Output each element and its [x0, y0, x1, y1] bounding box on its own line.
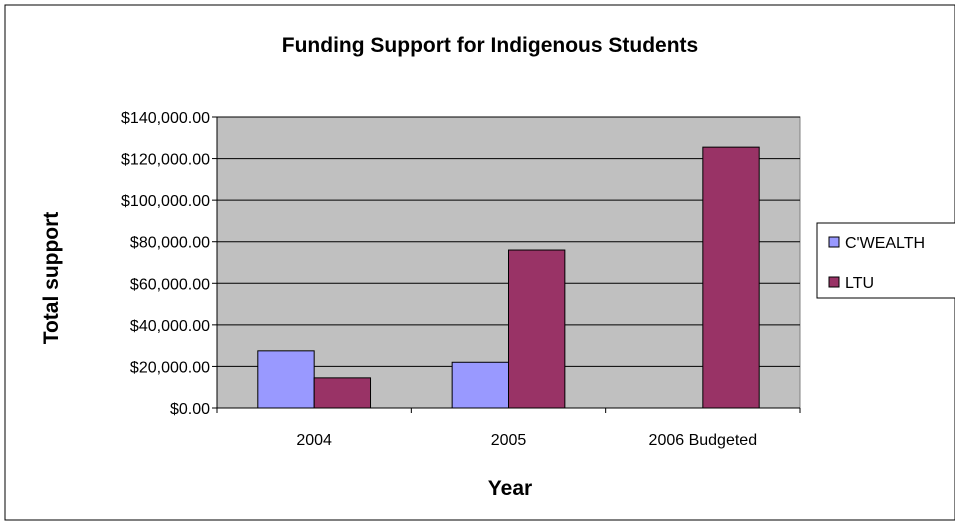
bar-ltu-0: [313, 377, 372, 409]
y-tick-label: $40,000.00: [130, 318, 210, 335]
legend-swatch-ltu: [828, 276, 840, 288]
bars: [257, 146, 760, 409]
legend: C'WEALTH LTU: [816, 222, 955, 299]
bar-cwealth-1: [451, 361, 510, 409]
bar-ltu-1: [508, 249, 566, 409]
legend-label-cwealth: C'WEALTH: [845, 235, 925, 252]
y-tick-label: $120,000.00: [121, 152, 210, 169]
legend-swatch-cwealth: [828, 236, 840, 248]
bar-cwealth-0: [257, 350, 315, 409]
x-tick-label: 2005: [491, 432, 527, 449]
x-axis-title: Year: [488, 477, 532, 500]
y-tick-label: $80,000.00: [130, 235, 210, 252]
y-tick-label: $20,000.00: [130, 359, 210, 376]
legend-box: [816, 222, 955, 299]
y-tick-label: $0.00: [170, 401, 210, 418]
bar-ltu-2: [702, 146, 760, 409]
y-tick-label: $60,000.00: [130, 276, 210, 293]
x-tick-label: 2006 Budgeted: [649, 432, 758, 449]
y-axis-title: Total support: [40, 212, 63, 345]
y-tick-label: $100,000.00: [121, 193, 210, 210]
chart-title: Funding Support for Indigenous Students: [282, 34, 698, 57]
legend-label-ltu: LTU: [845, 275, 874, 292]
x-axis-ticks: 2004 2005 2006 Budgeted: [216, 408, 801, 449]
y-tick-label: $140,000.00: [121, 110, 210, 127]
x-tick-label: 2004: [296, 432, 332, 449]
y-axis-ticks: $0.00 $20,000.00 $40,000.00 $60,000.00 $80,0…: [121, 110, 217, 418]
